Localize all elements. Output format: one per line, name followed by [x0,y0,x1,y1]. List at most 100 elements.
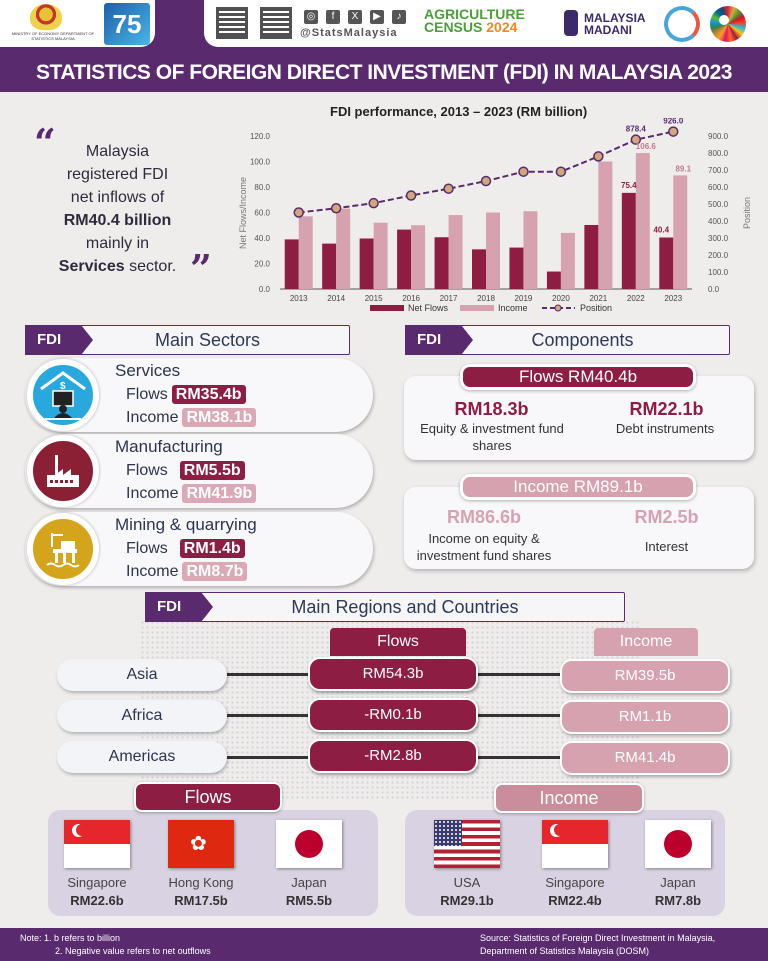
income-label: Income [126,485,179,502]
svg-text:600.0: 600.0 [708,183,729,192]
chart-title: FDI performance, 2013 – 2023 (RM billion… [330,104,588,119]
facebook-icon[interactable]: f [326,10,340,24]
svg-text:2020: 2020 [552,294,570,303]
sector-flows-row: Flows RM1.4b [126,539,245,558]
source-line-1: Source: Statistics of Foreign Direct Inv… [480,933,716,943]
agri-line2: CENSUS [424,19,483,35]
svg-text:878.4: 878.4 [626,125,647,134]
income-countries-tab: Income [494,783,644,813]
region-flows-value: -RM0.1b [308,698,478,732]
income-value: RM8.7b [182,562,248,581]
flows-column-header: Flows [330,628,466,656]
income-column-header: Income [594,628,698,656]
svg-text:75.4: 75.4 [621,181,637,190]
income-total-tab: Income RM89.1b [460,474,696,500]
flows-label: Flows [126,462,168,479]
svg-text:60.0: 60.0 [254,209,270,218]
section-title: Main Sectors [154,330,261,350]
quote-highlight: RM40.4 billion [63,212,172,229]
page-title: STATISTICS OF FOREIGN DIRECT INVESTMENT … [36,61,732,84]
qr-code-icon[interactable] [260,7,292,39]
fdi-performance-chart: 0.0 20.0 40.0 60.0 80.0 100.0 120.0 0.0 100.0 200… [238,118,752,313]
sector-card-services: $ Services Flows RM35.4b Income RM38.1b [25,358,373,432]
instagram-icon[interactable]: ◎ [304,10,318,24]
svg-text:Position: Position [580,303,612,313]
svg-text:100.0: 100.0 [708,268,729,277]
svg-text:89.1: 89.1 [675,164,691,173]
social-handle[interactable]: @StatsMalaysia [300,27,398,39]
svg-text:200.0: 200.0 [708,251,729,260]
quote-line: net inflows of [70,189,165,206]
qr-code-icon[interactable] [216,7,248,39]
svg-text:80.0: 80.0 [254,183,270,192]
svg-text:0.0: 0.0 [708,285,720,294]
sector-flows-row: Flows RM5.5b [126,461,245,480]
madani-line2: MADANI [584,23,632,37]
svg-text:300.0: 300.0 [708,234,729,243]
country-value: RM5.5b [285,893,333,908]
fdi-tag: FDI [25,325,93,355]
country-value: RM29.1b [440,893,494,908]
factory-icon [27,435,99,507]
fdi-tag: FDI [405,325,473,355]
income-components-card [404,487,754,569]
svg-text:2018: 2018 [477,294,495,303]
component-value: RM2.5b [634,507,699,527]
quote-line: sector. [124,258,177,275]
sdg-wheel-icon [710,6,746,42]
svg-text:2022: 2022 [627,294,645,303]
component-desc: Equity & investment fund shares [420,421,564,453]
statistics-logo-icon [664,6,700,42]
component-desc: Debt instruments [615,421,715,436]
svg-text:120.0: 120.0 [250,132,271,141]
section-title: Main Regions and Countries [291,597,519,617]
country-value: RM17.5b [174,893,228,908]
income-label: Income [126,563,179,580]
sector-card-manufacturing: Manufacturing Flows RM5.5b Income RM41.9b [25,434,373,508]
flows-label: Flows [126,540,168,557]
flows-value: RM5.5b [179,461,245,480]
malaysia-madani-logo: MALAYSIA MADANI [584,12,646,36]
svg-text:Net Flows/Income: Net Flows/Income [238,177,248,249]
svg-text:40.4: 40.4 [653,225,669,234]
note-2: 2. Negative value refers to net outflows [55,946,211,956]
svg-text:0.0: 0.0 [259,285,271,294]
region-income-value: RM1.1b [560,700,730,734]
fdi-tag: FDI [145,592,213,622]
income-value: RM41.9b [182,484,257,503]
agri-year: 2024 [486,19,518,35]
quote-sector: Services [58,258,125,275]
source-line-2: Department of Statistics Malaysia (DOSM) [480,946,650,956]
x-icon[interactable]: X [348,10,362,24]
component-value: RM86.6b [446,507,522,527]
madani-hand-icon [564,10,578,36]
main-sectors-header: FDI Main Sectors [25,325,350,355]
region-africa: Africa [57,700,227,732]
youtube-icon[interactable]: ▶ [370,10,384,24]
quote-line: Malaysia [85,143,150,160]
title-bar [0,54,768,92]
japan-flag-icon [645,820,711,868]
svg-text:2023: 2023 [664,294,682,303]
flows-total-tab: Flows RM40.4b [460,364,696,390]
japan-flag-icon [276,820,342,868]
country-value: RM22.6b [70,893,124,908]
flows-components-card [404,376,754,460]
svg-text:2017: 2017 [440,294,458,303]
region-americas: Americas [57,741,227,773]
ministry-text: MINISTRY OF ECONOMY DEPARTMENT OF STATIS… [11,31,95,41]
sector-income-row: Income RM8.7b [126,562,248,581]
usa-flag-icon [434,820,500,868]
hong-kong-flag-icon: ✿ [168,820,234,868]
country-name: Hong Kong [168,875,234,890]
income-value: RM38.1b [182,408,257,427]
svg-text:2013: 2013 [290,294,308,303]
region-income-value: RM41.4b [560,741,730,775]
component-value: RM22.1b [629,399,704,419]
footer: Note: 1. b refers to billion 2. Negative… [0,928,768,961]
country-value: RM22.4b [548,893,602,908]
tiktok-icon[interactable]: ♪ [392,10,406,24]
svg-text:2016: 2016 [402,294,420,303]
sector-card-mining: Mining & quarrying Flows RM1.4b Income RM8… [25,512,373,586]
svg-text:20.0: 20.0 [254,260,270,269]
